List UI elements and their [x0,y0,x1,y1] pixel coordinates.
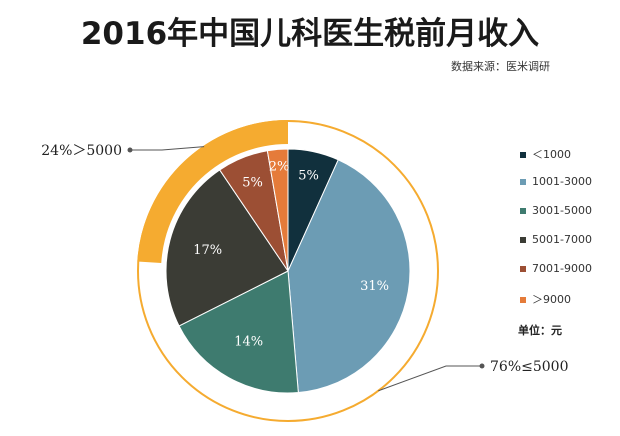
unit-label: 单位：元 [518,324,562,337]
legend-item: 1001-3000 [520,175,592,188]
callout-high-dot [127,147,133,153]
legend-swatch [520,237,526,243]
legend-item: ＜1000 [520,146,571,162]
callout-low-dot [479,363,485,369]
ring-segment-high [137,120,288,264]
slice-label: 2% [269,159,290,174]
callout-low-label: 76%≤5000 [490,359,568,375]
callout-low-line [378,365,482,392]
legend-swatch [520,297,526,303]
slice-label: 5% [298,169,319,184]
legend-label: ＜1000 [532,148,571,161]
pie-slice [165,169,289,327]
legend-swatch [520,266,526,272]
legend-item: 3001-5000 [520,204,592,217]
slice-label: 14% [234,334,263,349]
legend-item: ＞9000 [520,291,571,307]
legend-item: 7001-9000 [520,262,592,275]
slice-label: 31% [360,279,389,294]
slice-label: 5% [242,176,263,191]
data-source: 数据来源：医米调研 [451,60,550,73]
legend-swatch [520,179,526,185]
slice-label: 17% [193,243,222,258]
pie-slice [287,159,411,394]
legend-label: 1001-3000 [532,175,592,188]
chart-title: 2016年中国儿科医生税前月收入 [80,16,540,52]
legend-label: 5001-7000 [532,233,592,246]
legend-swatch [520,152,526,158]
legend-label: 7001-9000 [532,262,592,275]
legend-swatch [520,208,526,214]
pie-slice [266,148,289,272]
callout-high-line [130,146,205,151]
pie-slice [178,270,299,394]
legend-label: ＞9000 [532,293,571,306]
legend-label: 3001-5000 [532,204,592,217]
callout-high-label: 24%＞5000 [41,143,122,159]
legend-item: 5001-7000 [520,233,592,246]
